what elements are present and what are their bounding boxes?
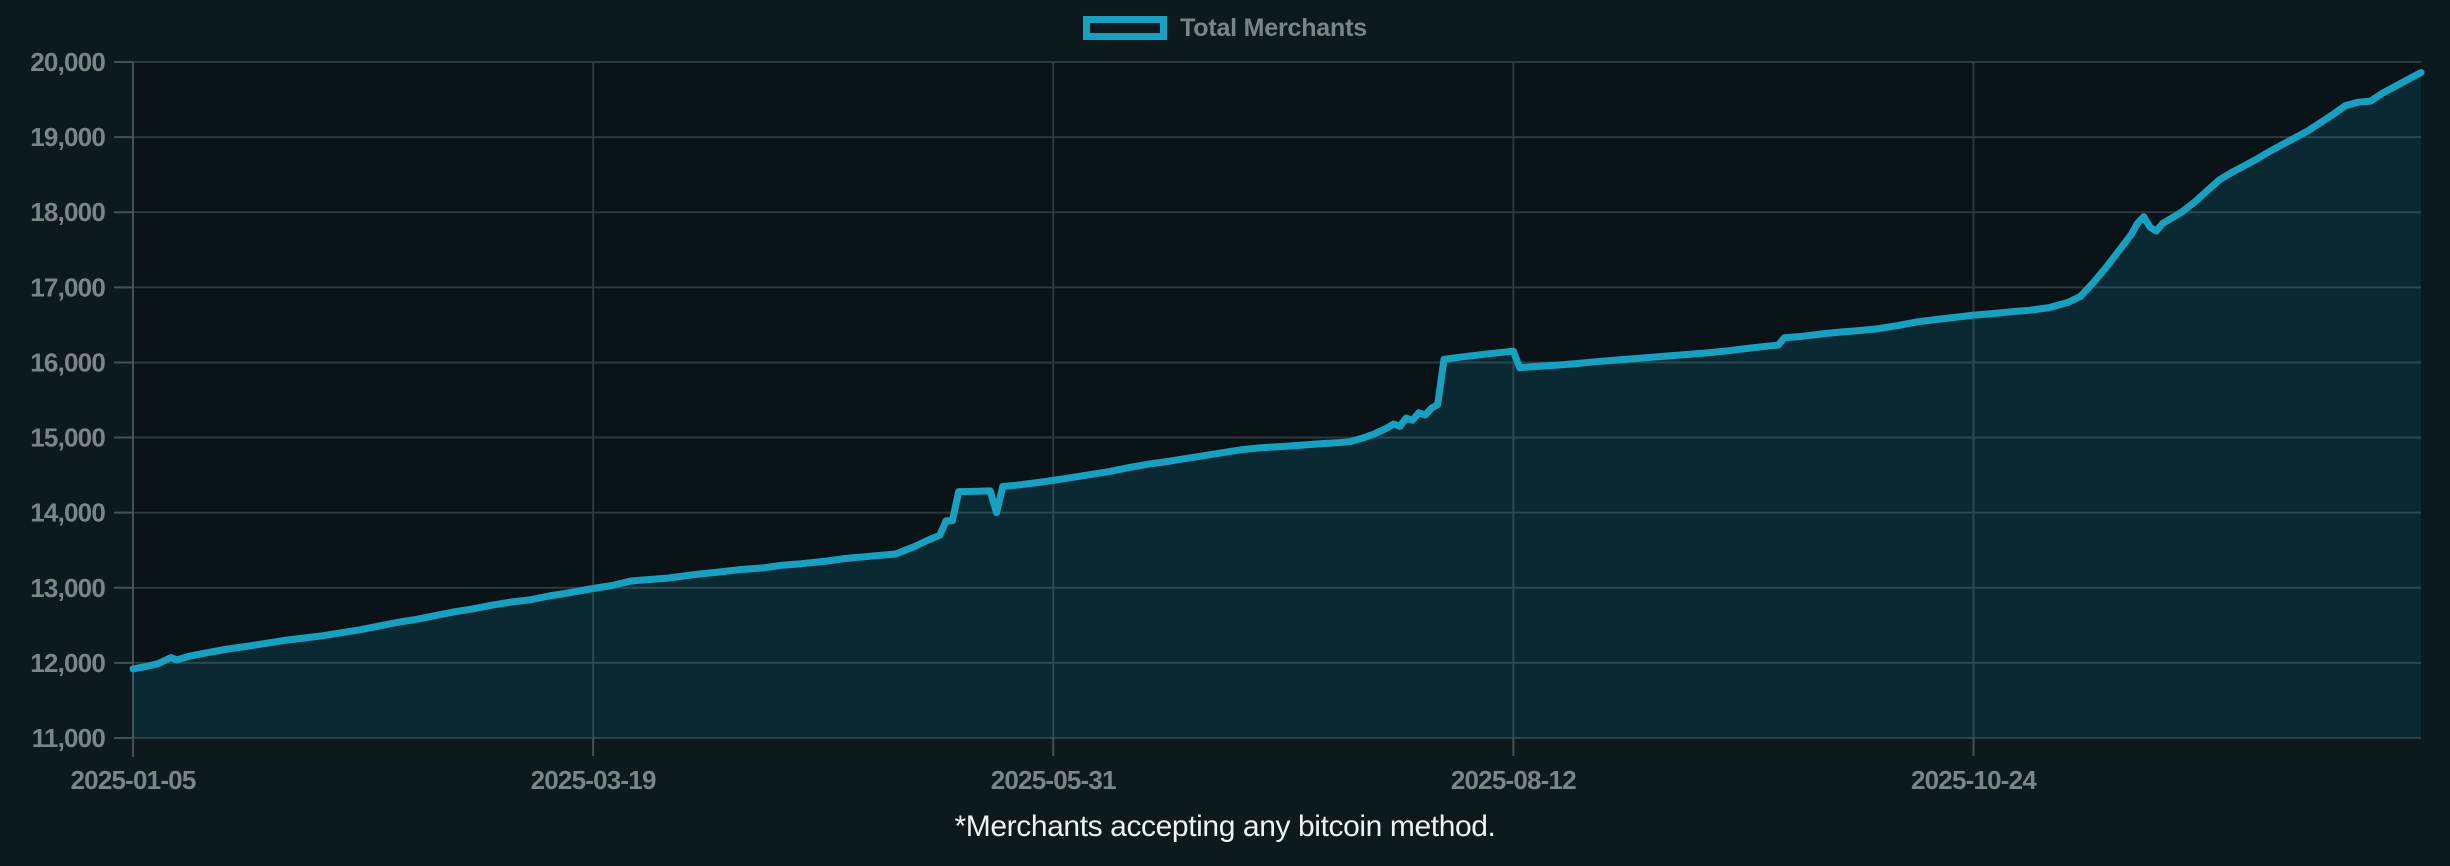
y-tick-label: 12,000 [30, 648, 105, 678]
x-tick-label: 2025-08-12 [1451, 765, 1576, 795]
x-tick-label: 2025-05-31 [991, 765, 1116, 795]
footnote: *Merchants accepting any bitcoin method. [954, 810, 1496, 843]
y-axis-labels: 11,000 12,000 13,000 14,000 15,000 16,000 17,0… [30, 47, 106, 753]
x-tick-label: 2025-01-05 [71, 765, 196, 795]
y-tick-label: 19,000 [30, 122, 105, 152]
x-tick-label: 2025-10-24 [1911, 765, 2037, 795]
area-fill [133, 72, 2421, 738]
x-axis-labels: 2025-01-05 2025-03-19 2025-05-31 2025-08-12… [71, 765, 2039, 795]
legend-label: Total Merchants [1180, 13, 1367, 42]
plot-background [133, 62, 2421, 738]
axis-ticks [114, 61, 1975, 756]
gridlines [133, 61, 2421, 739]
y-tick-label: 20,000 [30, 47, 105, 77]
y-tick-label: 14,000 [30, 498, 105, 528]
y-tick-label: 17,000 [30, 272, 105, 302]
y-tick-label: 15,000 [30, 423, 105, 453]
y-tick-label: 13,000 [30, 573, 105, 603]
y-tick-label: 11,000 [32, 723, 106, 753]
trend-line [129, 69, 2425, 673]
legend-swatch-icon [1083, 16, 1168, 40]
y-tick-label: 18,000 [30, 197, 105, 227]
x-tick-label: 2025-03-19 [531, 765, 656, 795]
legend[interactable]: Total Merchants [0, 10, 2450, 46]
y-tick-label: 16,000 [30, 347, 105, 377]
